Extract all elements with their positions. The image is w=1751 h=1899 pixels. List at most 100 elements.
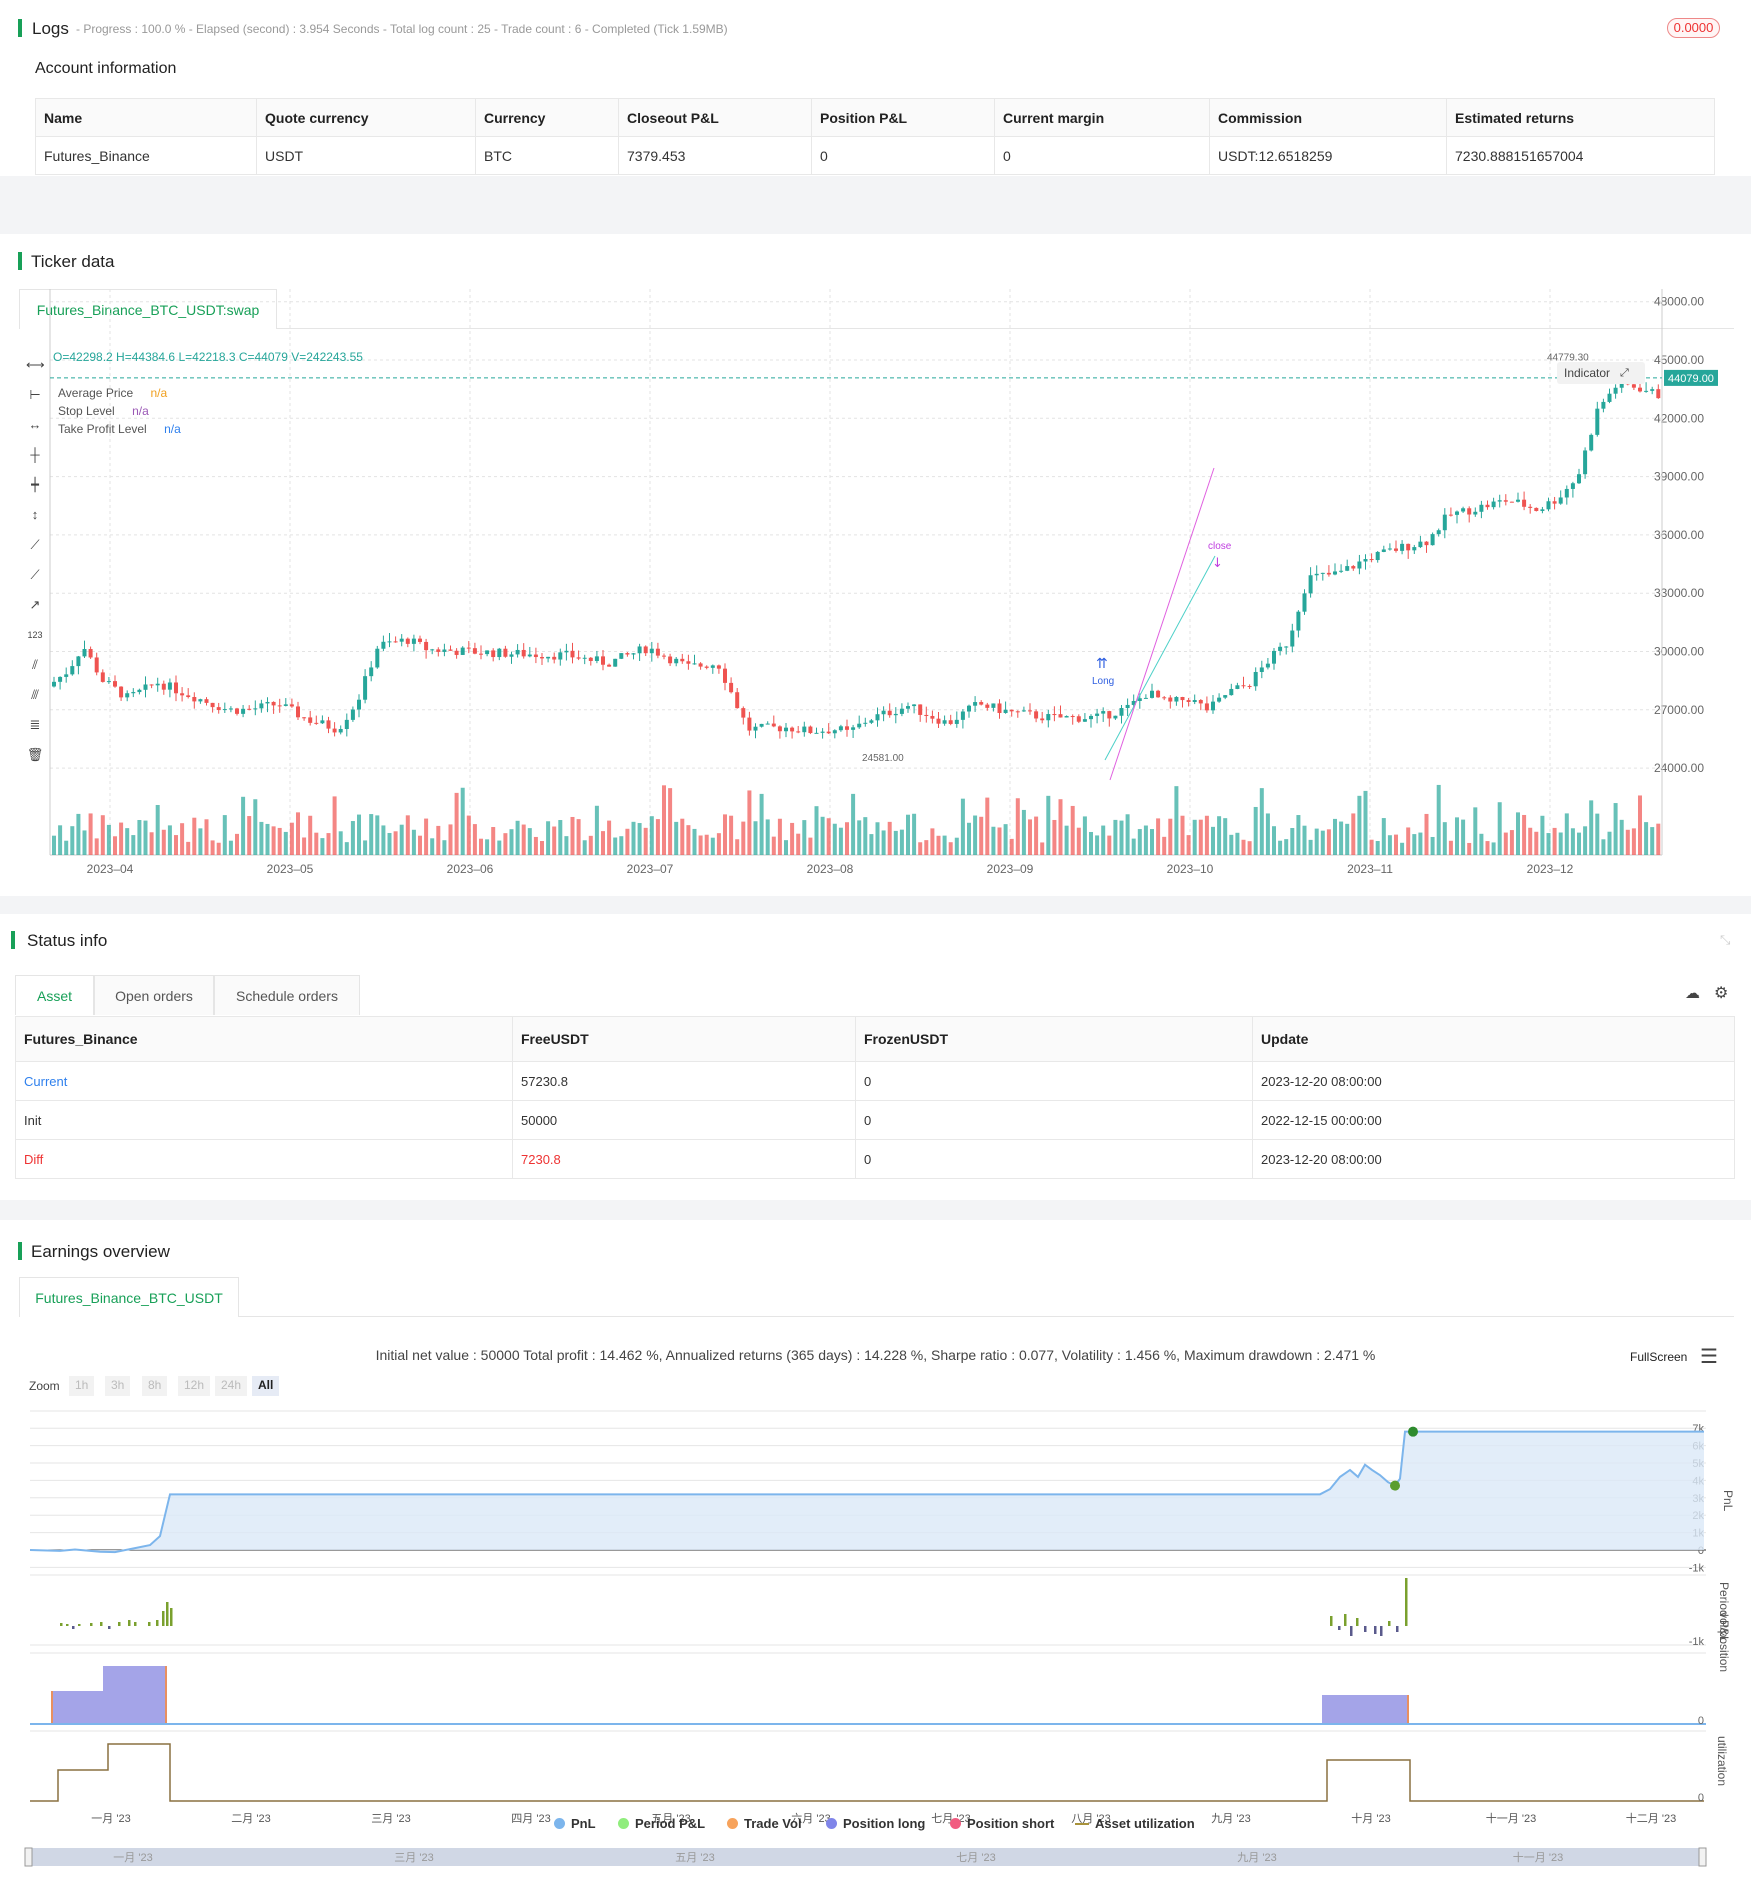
- zoom-1h-button[interactable]: 1h: [69, 1376, 95, 1396]
- volume-bar: [338, 831, 343, 855]
- volume-bar: [979, 816, 984, 855]
- vertical-segment-tool-icon[interactable]: ┿: [31, 477, 39, 492]
- candle-body: [936, 718, 941, 724]
- candle-body: [1296, 611, 1301, 631]
- volume-bar: [137, 820, 142, 855]
- volume-bar: [832, 823, 837, 855]
- legend-dot: [618, 1818, 629, 1829]
- tab-earnings-symbol[interactable]: Futures_Binance_BTC_USDT: [19, 1277, 239, 1317]
- tab-open-orders[interactable]: Open orders: [94, 975, 214, 1015]
- indicator-button[interactable]: Indicator ⤢: [1557, 362, 1645, 384]
- candle-body: [729, 682, 734, 693]
- candle-body: [948, 720, 953, 724]
- volume-bar: [1509, 830, 1514, 855]
- legend-pnl[interactable]: PnL: [554, 1816, 596, 1831]
- volume-bar: [1272, 826, 1276, 855]
- volume-bar: [1436, 784, 1441, 855]
- asset-cell: 2023-12-20 08:00:00: [1252, 1139, 1735, 1179]
- volume-bar: [228, 840, 233, 855]
- volume-bar: [424, 818, 429, 855]
- volume-bar: [241, 796, 246, 855]
- tab-asset[interactable]: Asset: [15, 975, 94, 1015]
- zoom-24h-button[interactable]: 24h: [215, 1376, 248, 1396]
- horizontal-ray-tool-icon[interactable]: ⊢: [29, 387, 41, 402]
- candle-body: [259, 703, 264, 709]
- take-profit-line: [1104, 555, 1216, 761]
- candle-body: [607, 664, 612, 667]
- vertical-ray-tool-icon[interactable]: ↕: [31, 507, 39, 522]
- zoom-8h-button[interactable]: 8h: [142, 1376, 168, 1396]
- candle-body: [1577, 474, 1581, 484]
- tab-ticker-symbol[interactable]: Futures_Binance_BTC_USDT:swap: [19, 289, 277, 329]
- legend-label: Position short: [967, 1816, 1055, 1831]
- volume-bar: [948, 842, 953, 855]
- account-header-row: Name Quote currency Currency Closeout P&…: [35, 98, 1715, 137]
- settings-gear-icon[interactable]: ⚙: [1714, 985, 1729, 1002]
- candle-body: [1644, 390, 1649, 392]
- price-tick-label: 48000.00: [1654, 295, 1704, 309]
- asset-cell: Diff: [15, 1139, 513, 1179]
- candle-body: [790, 727, 795, 732]
- candle-body: [1473, 511, 1478, 515]
- trend-line-tool-icon[interactable]: ⟋: [30, 537, 40, 552]
- candle-body: [802, 726, 807, 733]
- extended-line-tool-icon[interactable]: ↔: [28, 417, 42, 432]
- tab-underline: [277, 328, 1734, 329]
- collapse-icon[interactable]: ⤡: [1720, 932, 1731, 947]
- asset-cell: 0: [855, 1100, 1253, 1140]
- candle-body: [424, 641, 429, 651]
- candle-body: [1058, 714, 1063, 718]
- candle-body: [753, 726, 758, 731]
- zoom-all-button[interactable]: All: [252, 1376, 280, 1396]
- indicator-average-price: Average Price n/a: [58, 386, 167, 400]
- candle-body: [1436, 530, 1441, 535]
- legend-position-short[interactable]: Position short: [950, 1816, 1054, 1831]
- candle-body: [222, 709, 227, 711]
- volume-bar: [1211, 826, 1215, 855]
- candle-body: [1021, 710, 1026, 712]
- tab-schedule-orders[interactable]: Schedule orders: [214, 975, 360, 1015]
- candle-body: [283, 704, 288, 706]
- parallel-channel-tool-icon[interactable]: ⫽: [32, 657, 38, 672]
- candle-body: [784, 727, 788, 732]
- volume-bar: [1009, 838, 1014, 855]
- volume-bar: [845, 822, 849, 855]
- volume-bar: [942, 835, 947, 855]
- asset-cell: 2022-12-15 00:00:00: [1252, 1100, 1735, 1140]
- trash-icon[interactable]: 🗑: [26, 747, 44, 762]
- candle-body: [399, 638, 404, 642]
- zoom-12h-button[interactable]: 12h: [178, 1376, 211, 1396]
- price-range-tool-icon[interactable]: 123: [27, 630, 43, 640]
- account-cell: 0: [994, 136, 1210, 175]
- volume-bar: [1162, 836, 1167, 855]
- trend-arrow-tool-icon[interactable]: ↗: [29, 597, 41, 612]
- vertical-line-tool-icon[interactable]: ┼: [30, 447, 40, 462]
- logs-badge[interactable]: 0.0000: [1667, 18, 1720, 38]
- earnings-panel: Earnings overview Futures_Binance_BTC_US…: [0, 1220, 1751, 1899]
- volume-bar: [564, 836, 569, 855]
- zoom-3h-button[interactable]: 3h: [105, 1376, 131, 1396]
- volume-bar: [1381, 818, 1386, 855]
- date-tick-label: 2023–11: [1347, 862, 1393, 876]
- volume-bar: [174, 835, 178, 855]
- legend-period-pnl[interactable]: Period P&L: [618, 1816, 705, 1831]
- pitchfork-tool-icon[interactable]: ⫻: [31, 687, 39, 702]
- cloud-download-icon[interactable]: ☁: [1685, 985, 1700, 1002]
- trend-ray-tool-icon[interactable]: ⟋: [30, 567, 40, 582]
- status-title: Status info: [27, 931, 108, 950]
- volume-bar: [1143, 825, 1148, 855]
- fib-retracement-tool-icon[interactable]: ≣: [29, 717, 41, 732]
- candlestick-chart[interactable]: 48000.00 45000.00 42000.00 39000.00 36000.00…: [0, 234, 1751, 896]
- volume-bar: [1619, 819, 1624, 855]
- candle-body: [1363, 559, 1368, 562]
- legend-trade-vol[interactable]: Trade Vol: [727, 1816, 802, 1831]
- volume-bar: [954, 837, 959, 855]
- legend-position-long[interactable]: Position long: [826, 1816, 925, 1831]
- candle-body: [155, 683, 160, 686]
- candle-body: [186, 695, 191, 697]
- horizontal-line-tool-icon[interactable]: ⟷: [26, 357, 45, 372]
- menu-icon[interactable]: ☰: [1700, 1346, 1718, 1368]
- fullscreen-button[interactable]: FullScreen: [1630, 1350, 1688, 1364]
- legend-asset-utilization[interactable]: Asset utilization: [1075, 1816, 1195, 1831]
- close-arrow-icon: ↓: [1212, 556, 1223, 571]
